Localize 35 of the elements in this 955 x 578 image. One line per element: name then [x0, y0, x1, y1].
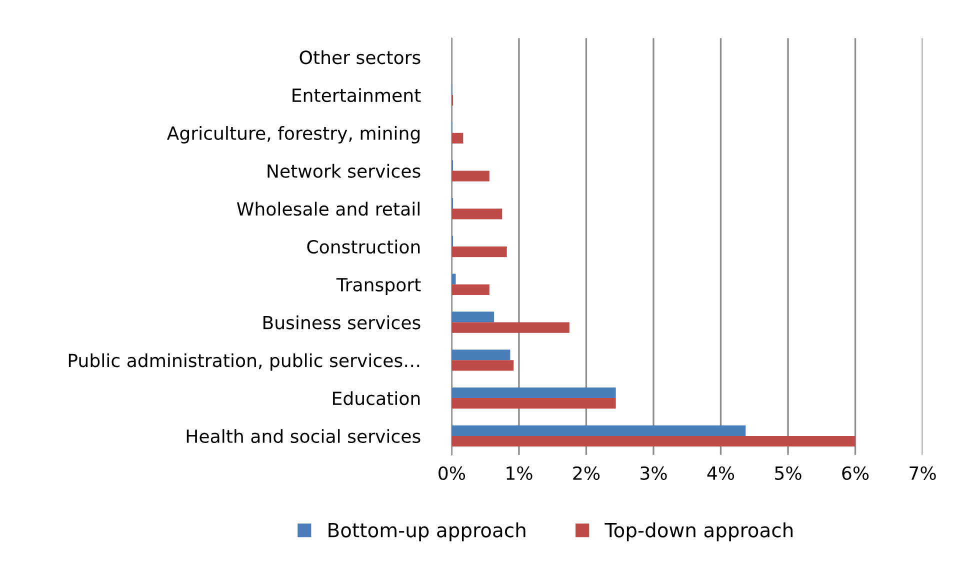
bar [452, 170, 490, 182]
legend-label: Top-down approach [604, 522, 793, 542]
x-tick-label: 3% [640, 466, 667, 480]
x-tick-label: 5% [775, 466, 802, 480]
y-tick-label: Agriculture, forestry, mining [166, 126, 420, 144]
x-tick-label: 2% [573, 466, 600, 480]
y-tick-label: Education [333, 391, 420, 406]
legend-label: Bottom-up approach [328, 522, 526, 542]
x-tick-label: 1% [506, 466, 532, 480]
bar [452, 312, 494, 322]
y-tick-label: Wholesale and retail [236, 202, 420, 216]
y-tick-label: Network services [268, 164, 420, 178]
bar [452, 350, 510, 360]
y-tick-label: Entertainment [292, 88, 421, 102]
bar [452, 246, 507, 258]
y-tick-label: Transport [336, 278, 421, 296]
y-tick-label: Construction [307, 240, 420, 254]
bar [452, 322, 570, 333]
bar [452, 208, 502, 220]
bar [452, 398, 616, 409]
bar [452, 284, 490, 296]
bar [452, 425, 746, 436]
bar [452, 132, 464, 144]
y-tick-label: Business services [263, 315, 420, 330]
bar [452, 436, 856, 447]
x-tick-label: 0% [438, 466, 466, 480]
bar [452, 387, 616, 398]
y-tick-label: Public administration, public services… [68, 353, 420, 371]
x-tick-label: 4% [707, 466, 734, 480]
x-tick-label: 6% [842, 466, 869, 480]
bar [452, 274, 456, 284]
y-tick-label: Health and social services [186, 429, 420, 444]
bar [452, 360, 514, 371]
y-tick-label: Other sectors [300, 50, 420, 64]
x-tick-label: 7% [910, 466, 936, 480]
